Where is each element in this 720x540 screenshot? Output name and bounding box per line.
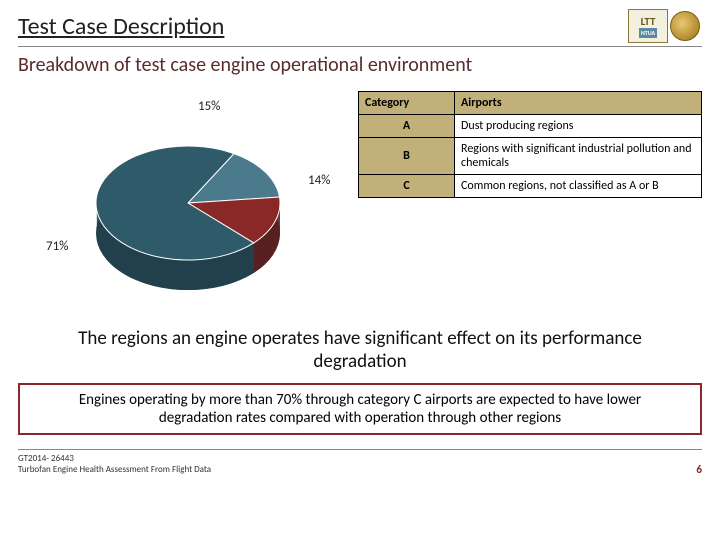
footer-left: GT2014- 26443 Turbofan Engine Health Ass… (18, 454, 211, 476)
conclusion-text: The regions an engine operates have sign… (0, 321, 720, 383)
subtitle: Breakdown of test case engine operationa… (0, 53, 720, 77)
footer-divider (18, 449, 702, 450)
pie-label-A: 15% (198, 99, 220, 114)
footer: GT2014- 26443 Turbofan Engine Health Ass… (0, 454, 720, 482)
footer-subtitle: Turbofan Engine Health Assessment From F… (18, 465, 211, 476)
note-box: Engines operating by more than 70% throu… (18, 383, 702, 435)
page-title: Test Case Description (18, 12, 224, 41)
header-divider (18, 46, 702, 47)
pie-label-C: 71% (46, 239, 68, 254)
content-area: 15% 14% 71% CategoryAirportsADust producin… (0, 77, 720, 321)
pie-label-B: 14% (308, 173, 330, 188)
logo-block: LTTNTUA (628, 8, 702, 44)
ltt-logo: LTTNTUA (628, 9, 668, 43)
header: Test Case Description LTTNTUA (0, 0, 720, 46)
note-text: Engines operating by more than 70% throu… (79, 391, 641, 427)
coin-icon (670, 11, 700, 41)
pie-chart: 15% 14% 71% (18, 91, 348, 321)
page-number: 6 (696, 463, 702, 476)
category-table: CategoryAirportsADust producing regionsB… (358, 91, 702, 198)
